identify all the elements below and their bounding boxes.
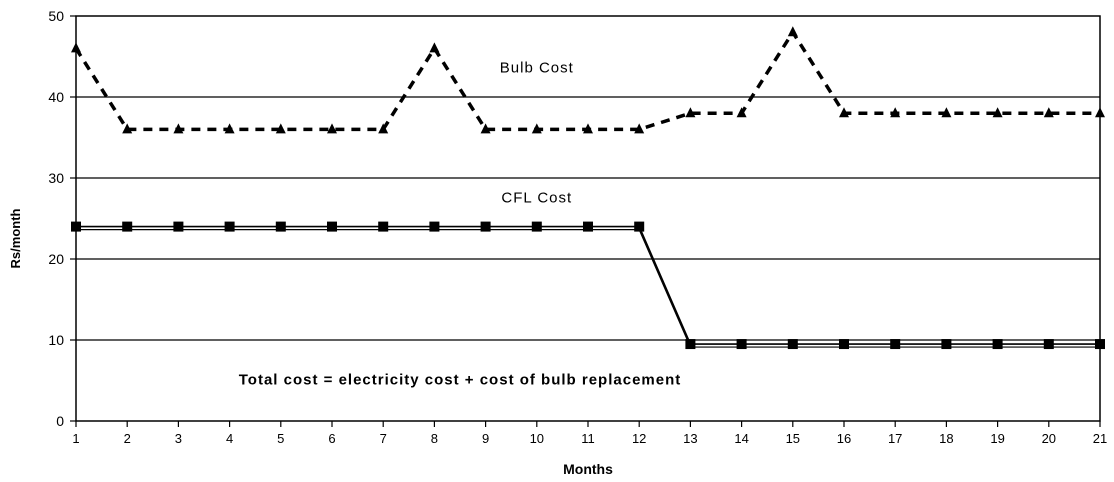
x-tick-label: 10 <box>530 431 544 446</box>
cfl-cost-point <box>71 221 81 232</box>
y-tick-label: 40 <box>48 89 64 105</box>
cfl-cost-point <box>122 221 133 232</box>
cfl-cost-line-shadow <box>76 229 1100 348</box>
bulb-cost-point <box>378 123 389 134</box>
bulb-cost-point <box>787 26 798 37</box>
x-tick-label: 17 <box>888 431 902 446</box>
x-tick-label: 13 <box>683 431 697 446</box>
x-tick-label: 11 <box>581 431 595 446</box>
series-bulb-cost <box>71 26 1105 134</box>
cfl-cost-point <box>992 339 1003 350</box>
cfl-cost-point <box>634 221 645 232</box>
gridlines <box>76 96 1100 341</box>
x-tick-label: 19 <box>990 431 1004 446</box>
cfl-cost-point <box>583 221 593 232</box>
x-tick-label: 3 <box>175 431 182 446</box>
cfl-cost-point <box>685 339 696 350</box>
x-tick-label: 6 <box>328 431 335 446</box>
bulb-cost-point <box>1095 107 1105 118</box>
x-tick-label: 4 <box>226 431 233 446</box>
x-tick-label: 2 <box>124 431 131 446</box>
series-group <box>71 26 1105 350</box>
x-tick-label: 14 <box>734 431 748 446</box>
cfl-cost-point <box>429 221 440 232</box>
chart-annotation: Total cost = electricity cost + cost of … <box>239 372 682 389</box>
cfl-cost-line <box>76 225 1100 345</box>
cfl-cost-point <box>736 339 747 350</box>
cfl-cost-point <box>224 221 235 232</box>
cfl-cost-point <box>941 339 952 350</box>
cfl-cost-point <box>1095 339 1105 350</box>
x-axis-ticks: 1 2 3 4 5 6 7 8 9 10 11 12 13 14 15 16 17 18 19 20 21 <box>72 421 1107 446</box>
chart-annotation: CFL Cost <box>501 189 572 206</box>
cfl-cost-point <box>1043 339 1054 350</box>
bulb-cost-point <box>275 123 286 134</box>
y-axis-label: Rs/month <box>8 208 23 268</box>
bulb-cost-point <box>634 123 645 134</box>
cfl-cost-point <box>787 339 798 350</box>
x-tick-label: 7 <box>380 431 387 446</box>
bulb-cost-point <box>429 42 440 53</box>
bulb-cost-point <box>531 123 542 134</box>
cfl-cost-point <box>275 221 286 232</box>
cfl-cost-point <box>531 221 542 232</box>
cfl-cost-point <box>327 221 337 232</box>
chart-annotation: Bulb Cost <box>500 60 574 77</box>
series-cfl-cost <box>71 221 1105 350</box>
x-tick-label: 1 <box>72 431 79 446</box>
y-axis-ticks: 0 10 20 30 40 50 <box>48 8 76 429</box>
bulb-cost-point <box>736 107 747 118</box>
x-tick-label: 8 <box>431 431 438 446</box>
x-tick-label: 12 <box>632 431 646 446</box>
bulb-cost-point <box>480 123 491 134</box>
y-tick-label: 0 <box>56 413 64 429</box>
bulb-cost-point <box>890 107 901 118</box>
bulb-cost-point <box>1043 107 1054 118</box>
bulb-cost-point <box>224 123 235 134</box>
annotations: Bulb Cost CFL Cost Total cost = electricit… <box>239 60 682 389</box>
bulb-cost-point <box>992 107 1003 118</box>
x-tick-label: 9 <box>482 431 489 446</box>
cfl-cost-point <box>173 221 184 232</box>
cfl-cost-point <box>378 221 389 232</box>
y-tick-label: 20 <box>48 251 64 267</box>
bulb-cost-point <box>685 107 696 118</box>
bulb-cost-point <box>941 107 952 118</box>
cfl-cost-point <box>839 339 849 350</box>
bulb-cost-point <box>173 123 184 134</box>
x-tick-label: 15 <box>786 431 800 446</box>
y-tick-label: 10 <box>48 332 64 348</box>
x-tick-label: 16 <box>837 431 851 446</box>
bulb-cost-point <box>839 107 849 118</box>
bulb-cost-point <box>71 42 81 53</box>
x-tick-label: 5 <box>277 431 284 446</box>
x-tick-label: 18 <box>939 431 953 446</box>
x-axis-label: Months <box>563 461 613 477</box>
cfl-cost-point <box>890 339 901 350</box>
x-tick-label: 21 <box>1093 431 1107 446</box>
y-tick-label: 50 <box>48 8 64 24</box>
cfl-cost-point <box>480 221 491 232</box>
y-tick-label: 30 <box>48 170 64 186</box>
x-tick-label: 20 <box>1042 431 1056 446</box>
bulb-cost-point <box>583 123 593 134</box>
bulb-cost-point <box>122 123 133 134</box>
plot-area-frame <box>75 15 1101 422</box>
bulb-cost-point <box>327 123 337 134</box>
